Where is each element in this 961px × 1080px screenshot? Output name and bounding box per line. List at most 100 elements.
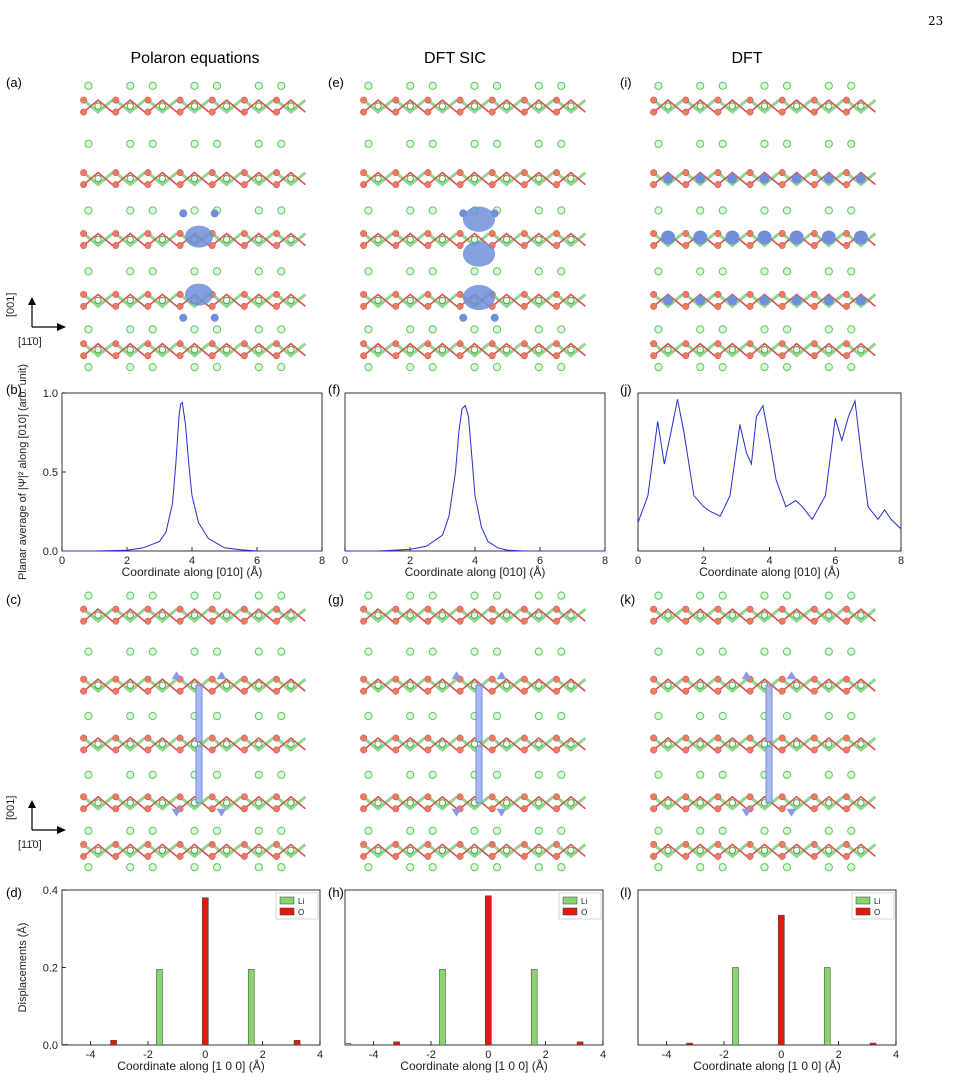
o-atom — [843, 852, 850, 860]
li-atom — [664, 740, 672, 748]
o-atom — [273, 852, 280, 860]
li-atom — [438, 174, 447, 183]
bond — [243, 608, 274, 622]
li-atom — [126, 174, 134, 183]
o-atom — [240, 675, 248, 683]
displacement-arrow — [496, 808, 507, 817]
li-atom — [557, 325, 566, 334]
bond — [555, 232, 587, 248]
li-atom — [406, 711, 415, 721]
li-atom — [470, 325, 479, 334]
li-atom — [148, 267, 157, 276]
o-atom — [112, 169, 120, 177]
o-atom — [682, 230, 690, 237]
li-atom — [255, 846, 263, 855]
bond — [363, 99, 394, 113]
o-atom — [746, 242, 754, 249]
li-atom — [567, 681, 575, 689]
o-atom — [520, 181, 528, 189]
li-atom — [557, 363, 566, 372]
li-atom — [492, 363, 502, 372]
li-atom — [760, 267, 769, 276]
bond — [749, 736, 780, 752]
li-atom — [502, 799, 511, 807]
li-atom — [190, 591, 199, 600]
li-atom — [847, 826, 856, 835]
bond — [781, 293, 813, 309]
o-atom — [778, 242, 786, 249]
bond — [555, 608, 587, 624]
panel-label-b: (b) — [6, 382, 22, 397]
bond — [114, 342, 146, 358]
o-atom — [714, 605, 722, 613]
density-isosurface — [490, 209, 499, 218]
li-atom — [148, 647, 157, 656]
li-atom — [222, 611, 231, 619]
bond — [716, 608, 748, 624]
density-isosurface — [855, 295, 866, 306]
bond — [82, 678, 114, 694]
li-atom — [84, 363, 93, 372]
o-atom — [112, 687, 120, 695]
o-atom — [208, 340, 216, 348]
o-atom — [714, 290, 722, 298]
bond — [555, 99, 586, 113]
o-atom — [424, 96, 432, 104]
displacement-arrow — [171, 671, 182, 680]
bond — [275, 293, 306, 308]
li-atom — [535, 681, 543, 689]
bond — [426, 843, 458, 859]
li-atom — [277, 591, 286, 600]
li-atom — [374, 102, 382, 110]
o-atom — [240, 605, 248, 613]
li-atom — [557, 81, 566, 90]
li-atom — [126, 799, 134, 807]
o-atom — [176, 734, 184, 742]
bond — [179, 795, 210, 810]
bond — [749, 843, 780, 859]
o-atom — [392, 840, 400, 848]
o-atom — [682, 687, 690, 695]
x-axis-label: Coordinate along [1 0 0] (Å) — [117, 1058, 264, 1073]
x-tick-label: 4 — [189, 555, 195, 567]
li-atom — [492, 325, 502, 334]
o-atom — [112, 746, 120, 754]
li-atom — [824, 863, 833, 872]
bond — [652, 98, 684, 115]
bond — [243, 98, 275, 115]
bond — [845, 171, 877, 187]
li-atom — [557, 711, 566, 721]
li-atom — [255, 174, 263, 183]
li-atom — [824, 770, 833, 779]
li-atom — [148, 206, 157, 215]
legend: Li O — [558, 892, 602, 920]
bond — [394, 736, 426, 752]
li-atom — [824, 267, 833, 276]
li-atom — [782, 139, 792, 148]
o-atom — [488, 675, 496, 683]
li-atom — [212, 139, 222, 148]
displacement-arrow — [451, 808, 462, 817]
bond — [275, 99, 306, 113]
o-atom — [424, 746, 432, 754]
bond — [179, 843, 210, 858]
x-tick-label: 0 — [778, 1049, 784, 1061]
chain-layer — [650, 675, 877, 695]
li-atom — [760, 846, 769, 855]
o-atom — [553, 169, 560, 177]
li-atom — [664, 611, 672, 619]
o-atom — [208, 302, 216, 310]
li-atom — [438, 846, 447, 855]
li-atom — [654, 139, 663, 148]
density-isosurface — [462, 206, 496, 232]
li-atom — [696, 681, 704, 689]
o-atom — [746, 352, 754, 360]
li-atom — [406, 325, 415, 334]
li-atom — [287, 846, 295, 855]
o-atom — [176, 242, 184, 249]
li-atom — [824, 206, 833, 215]
li-atom — [492, 770, 502, 779]
li-atom — [847, 647, 856, 656]
li-atom — [760, 611, 769, 619]
o-atom — [144, 746, 152, 754]
